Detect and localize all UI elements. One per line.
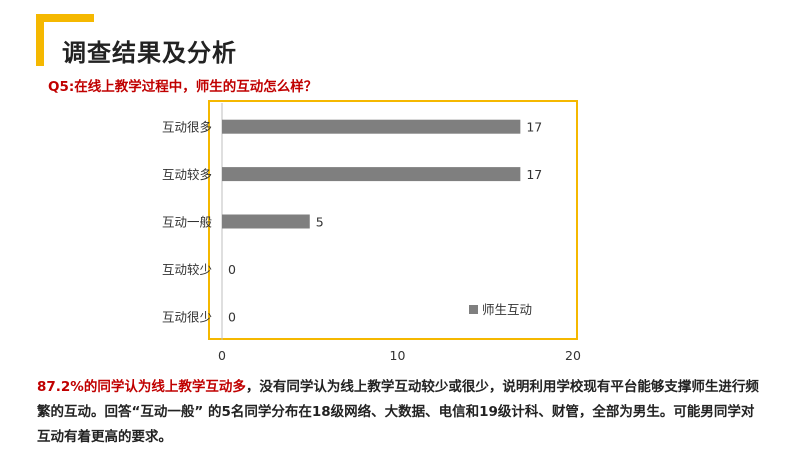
corner-bracket-horizontal xyxy=(36,14,94,22)
bar xyxy=(222,119,521,134)
data-label: 17 xyxy=(526,120,542,135)
bar-chart: 互动很多 17 互动较多 17 互动一般 5 互动较少 0 互动很少 0 0 10 20 师生互动 xyxy=(162,103,581,363)
category-label: 互动较少 xyxy=(162,262,212,277)
bar xyxy=(222,167,521,182)
category-label: 互动一般 xyxy=(162,215,213,230)
data-label: 5 xyxy=(316,215,324,230)
chart-frame xyxy=(208,100,578,340)
summary-highlight: 87.2%的同学认为线上教学互动多 xyxy=(37,379,246,395)
legend-swatch xyxy=(469,305,478,314)
corner-bracket-vertical xyxy=(36,14,44,66)
category-label: 互动较多 xyxy=(162,167,212,182)
data-label: 17 xyxy=(526,167,542,182)
bar xyxy=(222,214,310,229)
summary-paragraph: 87.2%的同学认为线上教学互动多，没有同学认为线上教学互动较少或很少，说明利用… xyxy=(37,375,767,450)
x-tick-label: 20 xyxy=(565,348,581,363)
category-label: 互动很多 xyxy=(162,120,212,135)
legend-label: 师生互动 xyxy=(482,302,532,317)
x-tick-label: 10 xyxy=(390,348,406,363)
question-text: Q5:在线上教学过程中，师生的互动怎么样？ xyxy=(48,79,318,95)
data-label: 0 xyxy=(228,262,236,277)
category-label: 互动很少 xyxy=(162,309,212,324)
summary-text: ，没有同学认为线上教学互动较少或很少，说明利用学校现有平台能够支撑师生进行频繁的… xyxy=(37,379,759,445)
x-tick-label: 0 xyxy=(218,348,226,363)
data-label: 0 xyxy=(228,309,236,324)
page-title: 调查结果及分析 xyxy=(62,39,237,67)
